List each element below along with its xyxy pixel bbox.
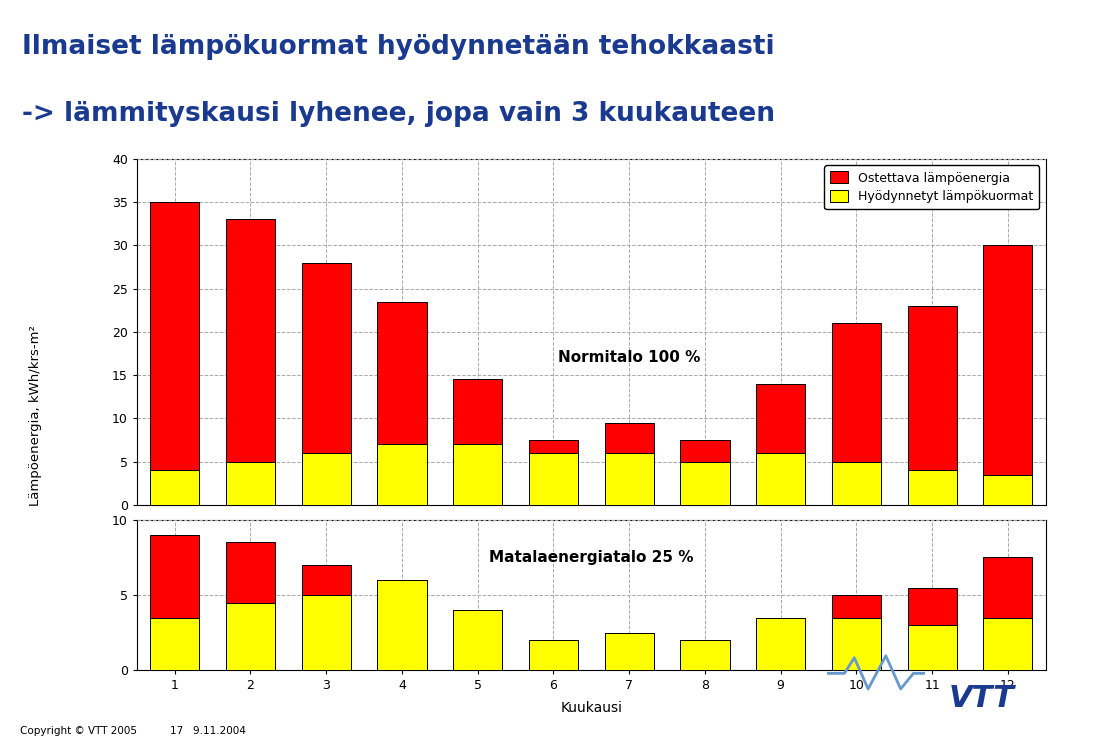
Bar [453, 610, 503, 670]
Bar [983, 475, 1033, 505]
Bar [529, 453, 578, 505]
Bar [378, 302, 427, 444]
Bar [983, 246, 1033, 475]
Text: Ilmaiset lämpökuormat hyödynnetään tehokkaasti: Ilmaiset lämpökuormat hyödynnetään tehok… [22, 34, 774, 60]
Bar [226, 219, 275, 461]
Bar [908, 625, 957, 670]
Bar [983, 557, 1033, 618]
Bar [680, 461, 729, 505]
Bar [301, 453, 350, 505]
Bar [529, 440, 578, 453]
Bar [832, 595, 881, 618]
Bar [150, 202, 199, 470]
Bar [529, 640, 578, 670]
Bar [150, 470, 199, 505]
Bar [226, 603, 275, 670]
Text: Lämpöenergia, kWh/krs-m²: Lämpöenergia, kWh/krs-m² [28, 325, 42, 506]
Bar [378, 444, 427, 505]
Bar [378, 580, 427, 670]
Text: Normitalo 100 %: Normitalo 100 % [558, 351, 701, 366]
Bar [604, 422, 654, 453]
Legend: Ostettava lämpöenergia, Hyödynnetyt lämpökuormat: Ostettava lämpöenergia, Hyödynnetyt lämp… [825, 165, 1039, 209]
Bar [226, 461, 275, 505]
Bar [832, 324, 881, 461]
Text: VTT: VTT [948, 684, 1014, 713]
Bar [301, 263, 350, 453]
Bar [756, 453, 805, 505]
Text: Matalaenergiatalo 25 %: Matalaenergiatalo 25 % [489, 550, 693, 565]
Bar [680, 640, 729, 670]
Bar [756, 618, 805, 670]
Bar [908, 306, 957, 470]
Bar [301, 565, 350, 595]
Bar [226, 542, 275, 603]
Text: Kuukausi: Kuukausi [561, 701, 622, 715]
Bar [301, 595, 350, 670]
Bar [680, 440, 729, 461]
Bar [756, 383, 805, 453]
Bar [832, 461, 881, 505]
Text: 17   9.11.2004: 17 9.11.2004 [170, 726, 245, 736]
Text: Copyright © VTT 2005: Copyright © VTT 2005 [20, 726, 137, 736]
Text: -> lämmityskausi lyhenee, jopa vain 3 kuukauteen: -> lämmityskausi lyhenee, jopa vain 3 ku… [22, 101, 775, 127]
Bar [453, 380, 503, 444]
Text: VTT RAKENNUS- JA YHDYSKUNTATEKNIIKKA: VTT RAKENNUS- JA YHDYSKUNTATEKNIIKKA [11, 12, 266, 22]
Bar [908, 587, 957, 625]
Bar [832, 618, 881, 670]
Bar [908, 470, 957, 505]
Bar [604, 453, 654, 505]
Bar [604, 633, 654, 670]
Bar [150, 535, 199, 618]
Bar [453, 444, 503, 505]
Bar [983, 618, 1033, 670]
Bar [150, 618, 199, 670]
